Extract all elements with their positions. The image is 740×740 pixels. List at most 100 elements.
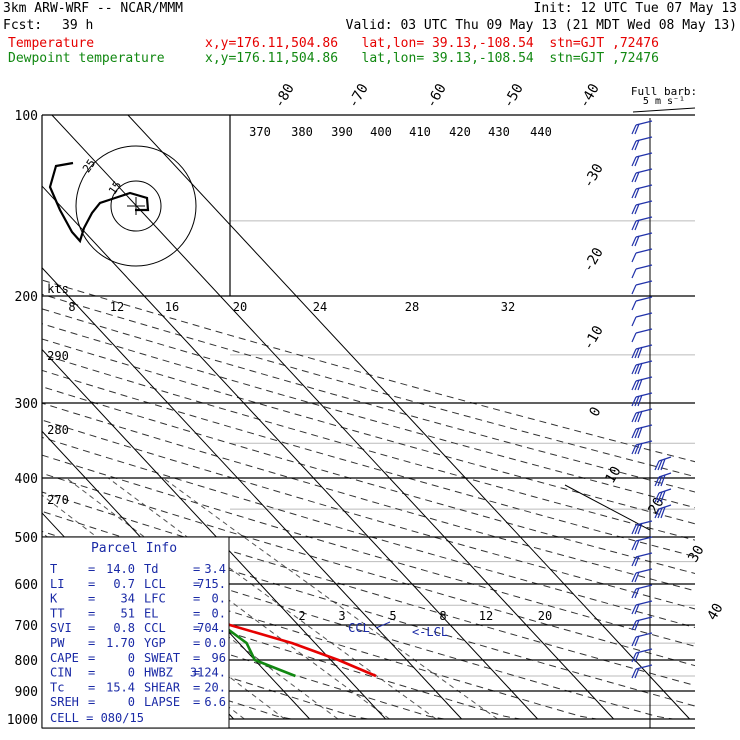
- dry-adiabat-left-label: 270: [47, 493, 69, 507]
- parcel-equals: =: [88, 636, 95, 650]
- ccl-pointer: [375, 621, 391, 629]
- dry-adiabat-label: 370: [249, 125, 271, 139]
- forecast-hour: 39 h: [62, 18, 94, 33]
- parcel-label: YGP: [144, 636, 166, 650]
- hodograph-axis-unit: kts: [47, 282, 69, 296]
- wind-barb: [631, 424, 653, 439]
- barb-legend-underline: [632, 107, 696, 113]
- hodograph-axis-tick: 28: [405, 300, 419, 314]
- wind-barb: [631, 664, 653, 679]
- init-time: Init: 12 UTC Tue 07 May 13: [533, 1, 738, 16]
- parcel-equals: =: [88, 562, 95, 576]
- isotherm-label: 0: [586, 404, 604, 419]
- parcel-value: 15.4: [106, 680, 135, 694]
- hodograph-axis-tick: 20: [233, 300, 247, 314]
- wind-barb: [631, 376, 653, 391]
- wind-barb: [631, 520, 653, 535]
- parcel-value: 0.7: [113, 577, 135, 591]
- parcel-equals: =: [193, 562, 200, 576]
- wind-barb: [631, 536, 653, 551]
- wind-barb: [631, 648, 653, 663]
- dry-adiabat-label: 420: [449, 125, 471, 139]
- temperature-legend-info: x,y=176.11,504.86 lat,lon= 39.13,-108.54…: [205, 36, 659, 51]
- parcel-label: SHEAR: [144, 680, 181, 694]
- parcel-equals: =: [193, 577, 200, 591]
- parcel-equals: =: [88, 695, 95, 709]
- wind-barbs: Full barb:5 m s⁻¹: [564, 85, 697, 728]
- dry-adiabat-left-label: 290: [47, 349, 69, 363]
- wind-barb: [631, 600, 653, 615]
- parcel-equals: =: [88, 680, 95, 694]
- isotherm-label: -60: [423, 81, 450, 111]
- wind-barb: [631, 200, 653, 215]
- parcel-label: CIN: [50, 666, 72, 680]
- isotherm-label: 30: [685, 543, 707, 566]
- wind-barb: [631, 248, 653, 263]
- pressure-tick-label: 500: [15, 531, 38, 546]
- parcel-label: LAPSE: [144, 695, 180, 709]
- dry-adiabat-line: [42, 354, 695, 541]
- dry-adiabat-label: 410: [409, 125, 431, 139]
- valid-time: Valid: 03 UTC Thu 09 May 13 (21 MDT Wed …: [345, 18, 737, 33]
- dry-adiabat-line: [42, 279, 695, 463]
- parcel-value: 34: [121, 592, 135, 606]
- pressure-tick-label: 600: [15, 578, 38, 593]
- dry-adiabat-label: 380: [291, 125, 313, 139]
- wind-barb: [654, 472, 672, 487]
- wind-barb: [631, 392, 653, 407]
- temperature-profile: [42, 538, 377, 678]
- wind-barb: [654, 504, 672, 519]
- isotherm-label: -40: [576, 81, 603, 111]
- parcel-equals: =: [193, 695, 200, 709]
- parcel-equals: =: [193, 636, 200, 650]
- wind-barb: [631, 360, 653, 375]
- parcel-label: Tc: [50, 680, 64, 694]
- forecast-label: Fcst:: [3, 18, 43, 33]
- isotherm-label: -70: [345, 81, 372, 111]
- parcel-value: 0.: [212, 606, 226, 620]
- parcel-value: 0.0: [204, 636, 226, 650]
- wind-barb: [631, 280, 653, 295]
- parcel-label: LI: [50, 577, 64, 591]
- hodograph-axis-tick: 16: [165, 300, 179, 314]
- dry-adiabat-label: 400: [370, 125, 392, 139]
- dry-adiabat-line: [42, 323, 695, 509]
- mixing-ratio-label: 5: [389, 609, 396, 623]
- parcel-value: 20.: [204, 680, 226, 694]
- dry-adiabat-line: [42, 593, 469, 720]
- temperature-legend-label: Temperature: [8, 36, 95, 51]
- wind-barb: [631, 632, 653, 647]
- dry-adiabat-line: [42, 308, 695, 493]
- dry-adiabat-line: [42, 510, 695, 707]
- parcel-equals: =: [88, 621, 95, 635]
- isotherm-label: -30: [580, 161, 607, 191]
- pressure-tick-label: 800: [15, 654, 38, 669]
- parcel-value: 0: [128, 651, 135, 665]
- parcel-label: LFC: [144, 592, 166, 606]
- wind-barb: [631, 568, 653, 583]
- mixing-ratio-label: 20: [538, 609, 552, 623]
- hodograph-axis-tick: 24: [313, 300, 327, 314]
- parcel-label: LCL: [144, 577, 166, 591]
- hodograph-ring-label: 25: [80, 157, 98, 175]
- hodograph-ring-label: 15: [106, 179, 124, 197]
- hodograph-axis-tick: 32: [501, 300, 515, 314]
- isotherm-label: -50: [500, 81, 527, 111]
- dry-adiabat-label: 390: [331, 125, 353, 139]
- wind-barb: [654, 488, 672, 503]
- parcel-label: SWEAT: [144, 651, 180, 665]
- hodograph-axis-tick: 8: [68, 300, 75, 314]
- parcel-label: SVI: [50, 621, 72, 635]
- hodograph-ring: [75, 145, 197, 267]
- parcel-equals: =: [193, 606, 200, 620]
- parcel-equals: =: [193, 680, 200, 694]
- wind-barb: [631, 152, 653, 167]
- model-title: 3km ARW-WRF -- NCAR/MMM: [3, 1, 184, 16]
- parcel-label: CCL: [144, 621, 166, 635]
- parcel-value: 715.: [197, 577, 226, 591]
- parcel-label: HWBZ: [144, 666, 173, 680]
- dewpoint-legend-label: Dewpoint temperature: [8, 51, 165, 66]
- wind-barb: [631, 264, 653, 279]
- parcel-label: TT: [50, 606, 64, 620]
- parcel-equals: =: [193, 621, 200, 635]
